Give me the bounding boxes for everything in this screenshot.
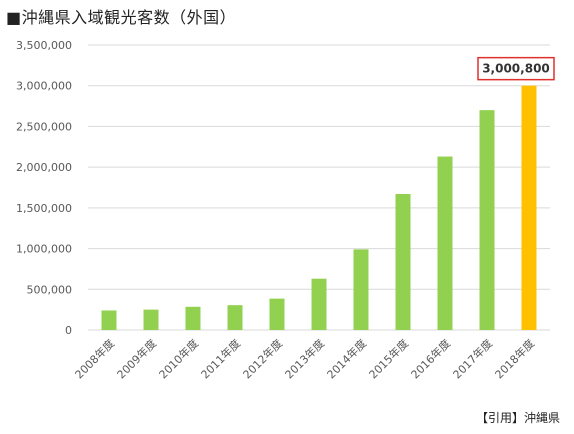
x-tick-label: 2017年度: [450, 336, 495, 381]
y-axis-ticks: 0 500,000 1,000,000 1,500,000 2,000,000 2,500…: [16, 39, 72, 337]
x-tick-label: 2013年度: [282, 336, 327, 381]
bar: [353, 249, 369, 330]
chart-title: ■沖縄県入域観光客数（外国）: [6, 8, 237, 27]
bar: [521, 85, 537, 330]
bar: [311, 278, 327, 330]
x-axis-ticks: 2008年度2009年度2010年度2011年度2012年度2013年度2014…: [72, 336, 537, 381]
y-tick-label: 3,000,000: [16, 80, 72, 93]
x-tick-label: 2012年度: [240, 336, 285, 381]
x-tick-label: 2014年度: [324, 336, 369, 381]
value-callout: 3,000,800: [477, 56, 555, 81]
bar: [479, 110, 495, 331]
bar: [395, 194, 411, 330]
callout-box: [477, 56, 555, 81]
callout-value: 3,000,800: [482, 62, 550, 76]
y-tick-label: 500,000: [27, 283, 73, 296]
source-note: 【引用】沖縄県: [475, 411, 560, 425]
x-tick-label: 2015年度: [366, 336, 411, 381]
bar: [269, 298, 285, 330]
bar: [185, 306, 201, 330]
x-tick-label: 2018年度: [492, 336, 537, 381]
bar: [101, 310, 117, 330]
x-tick-label: 2016年度: [408, 336, 453, 381]
x-tick-label: 2009年度: [114, 336, 159, 381]
bar: [227, 305, 243, 330]
y-tick-label: 2,000,000: [16, 161, 72, 174]
x-tick-label: 2010年度: [156, 336, 201, 381]
y-tick-label: 2,500,000: [16, 120, 72, 133]
y-tick-label: 1,000,000: [16, 243, 72, 256]
y-tick-label: 1,500,000: [16, 202, 72, 215]
y-tick-label: 3,500,000: [16, 39, 72, 52]
y-tick-label: 0: [65, 324, 72, 337]
bar: [143, 309, 159, 330]
bars: [101, 85, 537, 331]
x-tick-label: 2008年度: [72, 336, 117, 381]
bar: [437, 156, 453, 330]
x-tick-label: 2011年度: [198, 336, 243, 381]
